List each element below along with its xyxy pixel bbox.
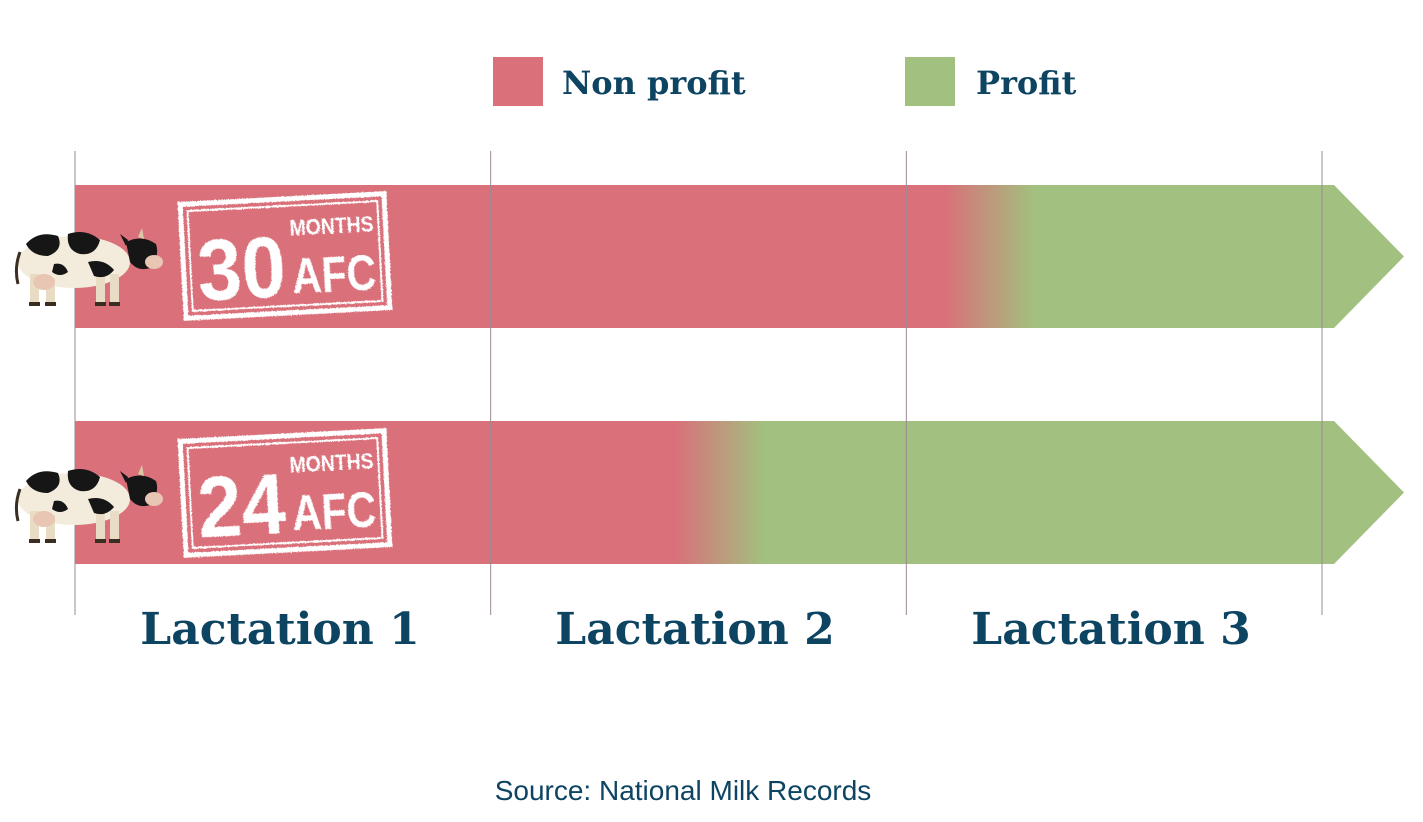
lactation-2-label: Lactation 2: [555, 604, 834, 655]
cow-icon: [14, 465, 163, 543]
stamp-unit-top: MONTHS: [289, 211, 374, 240]
bars: [75, 185, 1404, 564]
stamp-unit-bottom: AFC: [291, 481, 378, 541]
lactation-3-label: Lactation 3: [971, 604, 1250, 655]
cow-icon: [14, 228, 163, 306]
profit-bar-24-months: [75, 421, 1404, 564]
stamp-number: 30: [195, 219, 288, 319]
source-note: Source: National Milk Records: [495, 775, 872, 806]
stamp-30-months-afc: 30 MONTHS AFC: [177, 191, 393, 321]
legend-label-non-profit: Non profit: [562, 64, 746, 102]
legend: Non profit Profit: [493, 57, 1077, 106]
legend-item-non-profit: Non profit: [493, 57, 746, 106]
legend-label-profit: Profit: [976, 64, 1077, 102]
profit-bar-30-months: [75, 185, 1404, 328]
stamp-unit-top: MONTHS: [289, 448, 374, 477]
legend-swatch-profit: [905, 57, 955, 106]
lactation-1-label: Lactation 1: [140, 604, 419, 655]
lactation-dividers: [74, 151, 1323, 615]
legend-item-profit: Profit: [905, 57, 1077, 106]
stamp-number: 24: [195, 456, 288, 556]
x-axis-labels: Lactation 1 Lactation 2 Lactation 3: [140, 604, 1250, 655]
stamp-unit-bottom: AFC: [291, 244, 378, 304]
legend-swatch-non-profit: [493, 57, 543, 106]
stamp-24-months-afc: 24 MONTHS AFC: [177, 428, 393, 558]
